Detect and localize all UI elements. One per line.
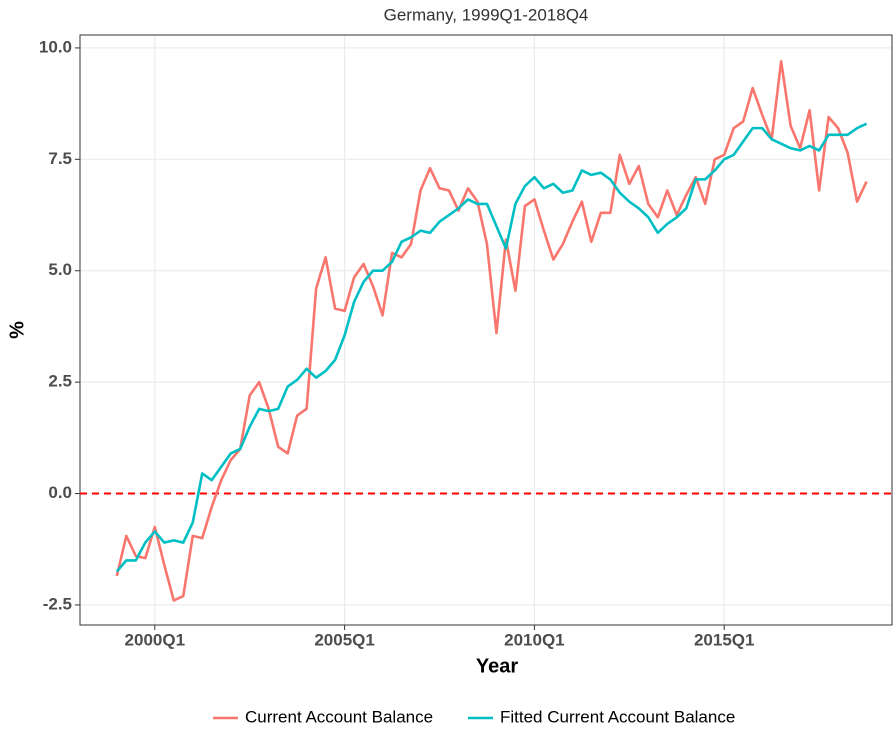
legend-label: Fitted Current Account Balance <box>500 707 735 726</box>
x-tick-label: 2005Q1 <box>314 630 375 649</box>
y-tick-label: 10.0 <box>39 37 72 56</box>
y-tick-label: 2.5 <box>48 372 72 391</box>
series-line <box>115 122 868 573</box>
series-line <box>115 59 868 602</box>
legend-label: Current Account Balance <box>245 707 433 726</box>
x-tick-label: 2015Q1 <box>694 630 755 649</box>
y-tick-label: 0.0 <box>48 483 72 502</box>
x-axis-title: Year <box>476 655 518 677</box>
x-tick-label: 2000Q1 <box>125 630 186 649</box>
y-tick-label: 5.0 <box>48 260 72 279</box>
x-tick-label: 2010Q1 <box>504 630 565 649</box>
chart-title: Germany, 1999Q1-2018Q4 <box>384 5 589 24</box>
plot-frame <box>79 34 893 626</box>
y-tick-label: -2.5 <box>43 594 72 613</box>
y-tick-label: 7.5 <box>48 149 72 168</box>
y-axis-title: % <box>6 321 28 339</box>
